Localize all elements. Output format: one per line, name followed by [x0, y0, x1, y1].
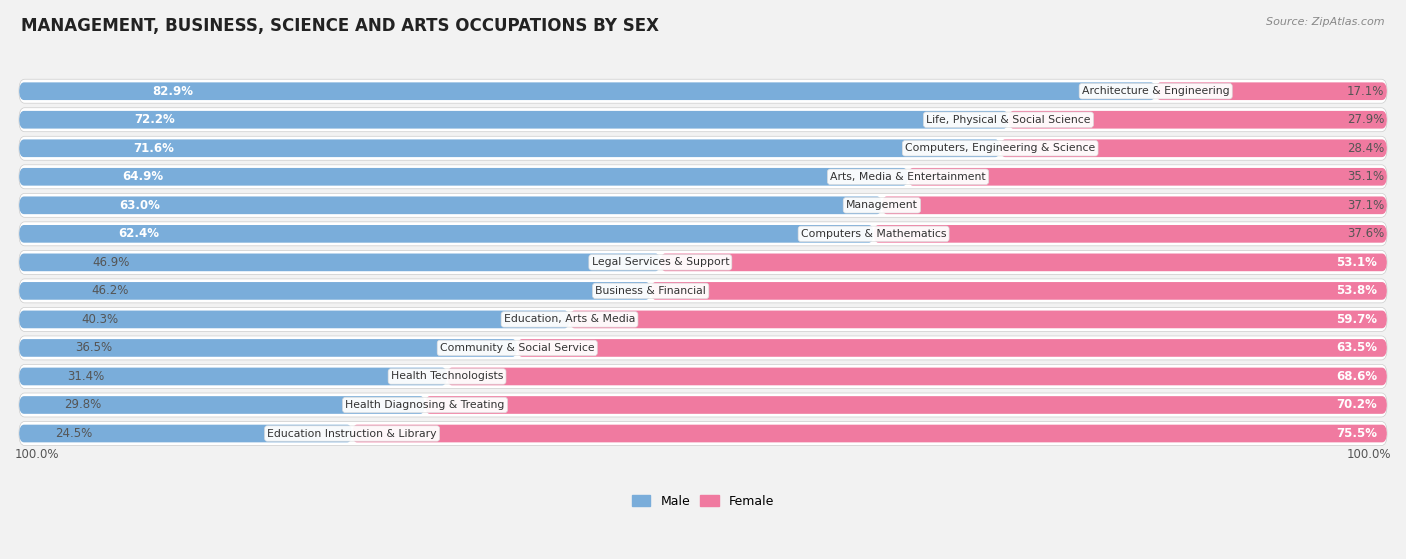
- FancyBboxPatch shape: [20, 336, 1386, 360]
- Text: Business & Financial: Business & Financial: [595, 286, 706, 296]
- FancyBboxPatch shape: [20, 79, 1386, 103]
- Text: 72.2%: 72.2%: [134, 113, 174, 126]
- FancyBboxPatch shape: [20, 364, 1386, 389]
- FancyBboxPatch shape: [20, 111, 1008, 129]
- Text: Architecture & Engineering: Architecture & Engineering: [1081, 86, 1229, 96]
- Text: 28.4%: 28.4%: [1347, 142, 1384, 155]
- Text: Education, Arts & Media: Education, Arts & Media: [503, 314, 636, 324]
- Text: 53.8%: 53.8%: [1336, 285, 1378, 297]
- Text: Arts, Media & Entertainment: Arts, Media & Entertainment: [830, 172, 986, 182]
- Text: 36.5%: 36.5%: [76, 342, 112, 354]
- FancyBboxPatch shape: [20, 368, 447, 385]
- FancyBboxPatch shape: [20, 139, 1000, 157]
- Text: 63.5%: 63.5%: [1336, 342, 1378, 354]
- FancyBboxPatch shape: [20, 421, 1386, 446]
- Text: 29.8%: 29.8%: [65, 399, 101, 411]
- Text: 37.6%: 37.6%: [1347, 228, 1384, 240]
- Text: 53.1%: 53.1%: [1336, 256, 1378, 269]
- Text: 62.4%: 62.4%: [118, 228, 159, 240]
- Text: Community & Social Service: Community & Social Service: [440, 343, 595, 353]
- FancyBboxPatch shape: [1008, 111, 1386, 129]
- FancyBboxPatch shape: [873, 225, 1386, 243]
- Legend: Male, Female: Male, Female: [627, 490, 779, 513]
- Text: 100.0%: 100.0%: [1347, 448, 1391, 461]
- FancyBboxPatch shape: [908, 168, 1386, 186]
- Text: 40.3%: 40.3%: [82, 313, 118, 326]
- FancyBboxPatch shape: [20, 307, 1386, 331]
- FancyBboxPatch shape: [20, 425, 352, 442]
- FancyBboxPatch shape: [20, 165, 1386, 189]
- Text: Source: ZipAtlas.com: Source: ZipAtlas.com: [1267, 17, 1385, 27]
- FancyBboxPatch shape: [20, 282, 651, 300]
- FancyBboxPatch shape: [20, 108, 1386, 132]
- FancyBboxPatch shape: [20, 168, 908, 186]
- Text: 35.1%: 35.1%: [1347, 170, 1384, 183]
- FancyBboxPatch shape: [651, 282, 1386, 300]
- Text: MANAGEMENT, BUSINESS, SCIENCE AND ARTS OCCUPATIONS BY SEX: MANAGEMENT, BUSINESS, SCIENCE AND ARTS O…: [21, 17, 659, 35]
- FancyBboxPatch shape: [20, 254, 661, 271]
- FancyBboxPatch shape: [20, 196, 882, 214]
- Text: 70.2%: 70.2%: [1337, 399, 1378, 411]
- Text: 100.0%: 100.0%: [15, 448, 59, 461]
- Text: 82.9%: 82.9%: [152, 85, 193, 98]
- FancyBboxPatch shape: [20, 250, 1386, 274]
- FancyBboxPatch shape: [20, 193, 1386, 217]
- Text: 17.1%: 17.1%: [1347, 85, 1384, 98]
- FancyBboxPatch shape: [1156, 82, 1386, 100]
- Text: 27.9%: 27.9%: [1347, 113, 1384, 126]
- FancyBboxPatch shape: [20, 339, 517, 357]
- Text: Life, Physical & Social Science: Life, Physical & Social Science: [927, 115, 1091, 125]
- FancyBboxPatch shape: [20, 279, 1386, 303]
- Text: 68.6%: 68.6%: [1336, 370, 1378, 383]
- Text: Computers, Engineering & Science: Computers, Engineering & Science: [905, 143, 1095, 153]
- Text: 71.6%: 71.6%: [134, 142, 174, 155]
- Text: 63.0%: 63.0%: [120, 199, 160, 212]
- Text: 59.7%: 59.7%: [1336, 313, 1378, 326]
- Text: 75.5%: 75.5%: [1336, 427, 1378, 440]
- Text: 24.5%: 24.5%: [55, 427, 93, 440]
- FancyBboxPatch shape: [20, 136, 1386, 160]
- Text: Health Technologists: Health Technologists: [391, 372, 503, 381]
- Text: 37.1%: 37.1%: [1347, 199, 1384, 212]
- FancyBboxPatch shape: [20, 396, 425, 414]
- FancyBboxPatch shape: [20, 393, 1386, 417]
- Text: Health Diagnosing & Treating: Health Diagnosing & Treating: [346, 400, 505, 410]
- Text: 46.2%: 46.2%: [91, 285, 129, 297]
- Text: Legal Services & Support: Legal Services & Support: [592, 257, 730, 267]
- FancyBboxPatch shape: [352, 425, 1386, 442]
- FancyBboxPatch shape: [661, 254, 1386, 271]
- FancyBboxPatch shape: [20, 82, 1156, 100]
- FancyBboxPatch shape: [517, 339, 1386, 357]
- FancyBboxPatch shape: [20, 311, 569, 328]
- FancyBboxPatch shape: [569, 311, 1386, 328]
- FancyBboxPatch shape: [20, 225, 873, 243]
- FancyBboxPatch shape: [1000, 139, 1386, 157]
- FancyBboxPatch shape: [882, 196, 1386, 214]
- Text: Management: Management: [846, 200, 918, 210]
- Text: 64.9%: 64.9%: [122, 170, 163, 183]
- FancyBboxPatch shape: [447, 368, 1386, 385]
- Text: Education Instruction & Library: Education Instruction & Library: [267, 429, 437, 438]
- Text: 31.4%: 31.4%: [67, 370, 104, 383]
- FancyBboxPatch shape: [425, 396, 1386, 414]
- Text: Computers & Mathematics: Computers & Mathematics: [801, 229, 946, 239]
- Text: 46.9%: 46.9%: [93, 256, 129, 269]
- FancyBboxPatch shape: [20, 222, 1386, 246]
